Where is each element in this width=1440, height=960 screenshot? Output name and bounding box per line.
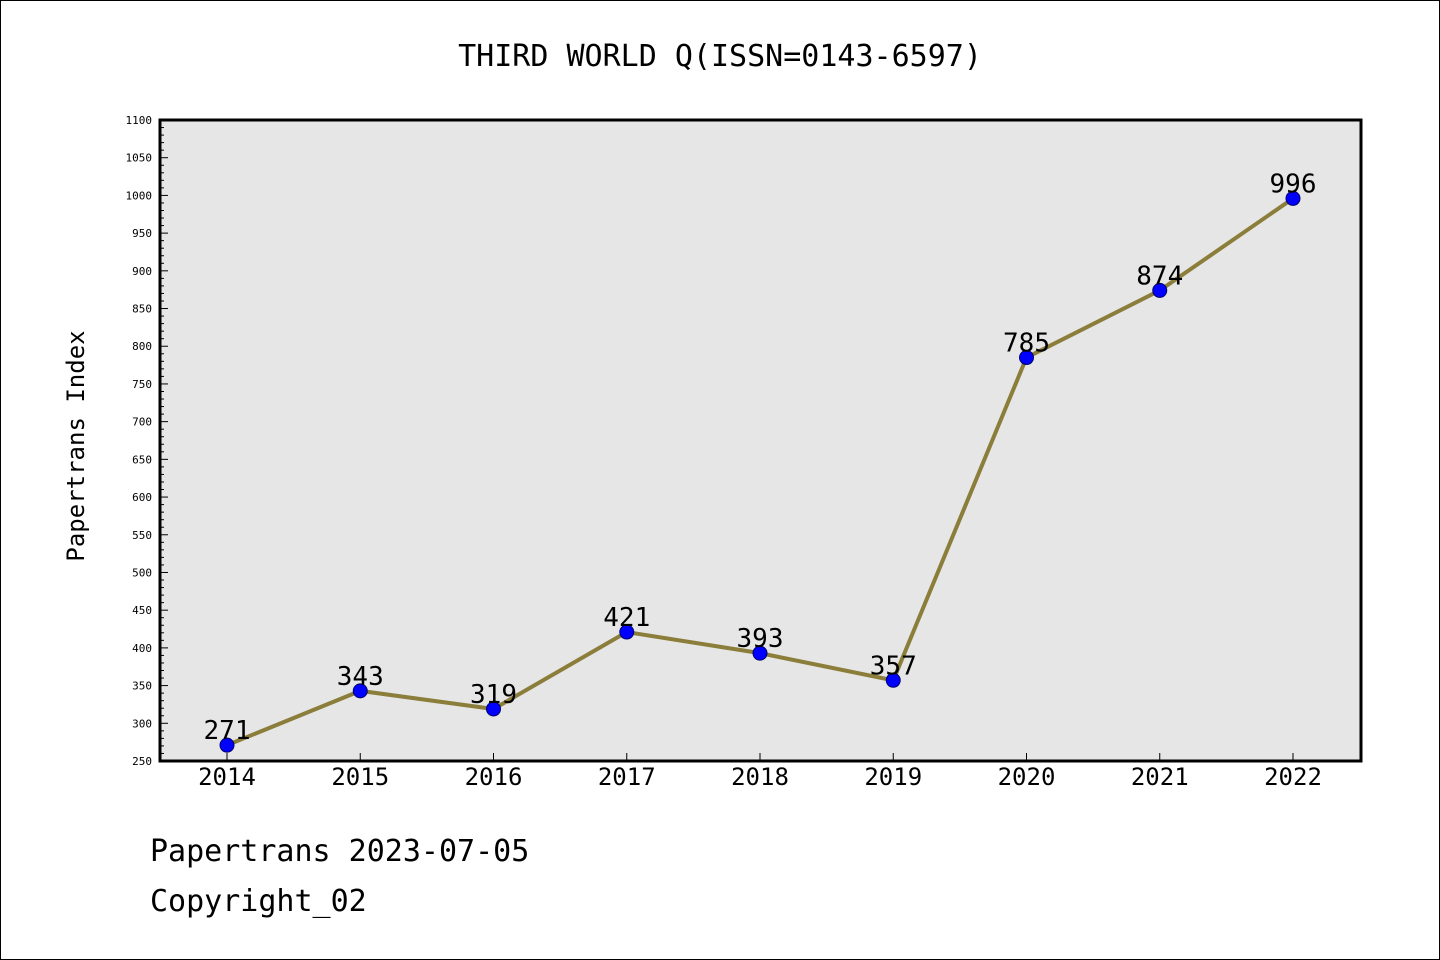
y-axis-label: Papertrans Index [62, 330, 90, 561]
y-axis-ticks: 250 300 350 400 450 500 550 600 650 700 750 800 850 9… [126, 114, 168, 768]
data-label: 874 [1136, 261, 1183, 291]
x-tick-label: 2018 [731, 763, 789, 791]
x-tick-label: 2014 [198, 763, 256, 791]
y-tick-label: 800 [132, 340, 152, 353]
data-label: 785 [1003, 329, 1050, 359]
y-tick-label: 550 [132, 529, 152, 542]
data-point [752, 645, 768, 661]
x-tick-label: 2019 [864, 763, 922, 791]
x-tick-label: 2021 [1131, 763, 1189, 791]
x-tick-label: 2022 [1264, 763, 1322, 791]
data-label: 393 [737, 624, 784, 654]
y-tick-label: 250 [132, 755, 152, 768]
x-axis-ticks: 2014 2015 2016 2017 2018 2019 2020 2021 2022 [198, 753, 1322, 791]
data-point [1152, 282, 1168, 298]
data-label: 996 [1270, 169, 1317, 199]
data-label: 357 [870, 651, 917, 681]
y-tick-label: 300 [132, 717, 152, 730]
y-tick-label: 400 [132, 642, 152, 655]
data-point [352, 683, 368, 699]
data-label: 421 [603, 603, 650, 633]
y-tick-label: 600 [132, 491, 152, 504]
footer-date: Papertrans 2023-07-05 [150, 834, 530, 869]
y-tick-label: 1050 [126, 152, 153, 165]
y-tick-label: 1100 [126, 114, 153, 127]
data-point [885, 672, 901, 688]
y-tick-label: 450 [132, 604, 152, 617]
y-tick-label: 1000 [126, 189, 153, 202]
y-tick-label: 950 [132, 227, 152, 240]
y-tick-label: 850 [132, 303, 152, 316]
x-tick-label: 2020 [998, 763, 1056, 791]
x-tick-label: 2017 [598, 763, 656, 791]
data-labels: 271 343 319 421 393 357 785 874 996 [204, 169, 1317, 746]
data-point [1019, 350, 1034, 366]
footer-copyright: Copyright_02 [150, 884, 367, 919]
y-tick-label: 650 [132, 453, 152, 466]
data-point [219, 737, 235, 753]
y-tick-label: 700 [132, 416, 152, 429]
data-label: 271 [204, 716, 251, 746]
series-markers [219, 190, 1301, 753]
y-tick-label: 500 [132, 566, 152, 579]
chart-title: THIRD WORLD Q(ISSN=0143-6597) [458, 39, 982, 74]
y-tick-label: 750 [132, 378, 152, 391]
x-tick-label: 2016 [465, 763, 523, 791]
x-tick-label: 2015 [331, 763, 389, 791]
data-point [1285, 190, 1301, 206]
data-label: 319 [470, 680, 517, 710]
data-point [486, 701, 501, 717]
y-tick-label: 350 [132, 680, 152, 693]
y-tick-label: 900 [132, 265, 152, 278]
data-point [619, 624, 635, 640]
data-label: 343 [337, 662, 384, 692]
